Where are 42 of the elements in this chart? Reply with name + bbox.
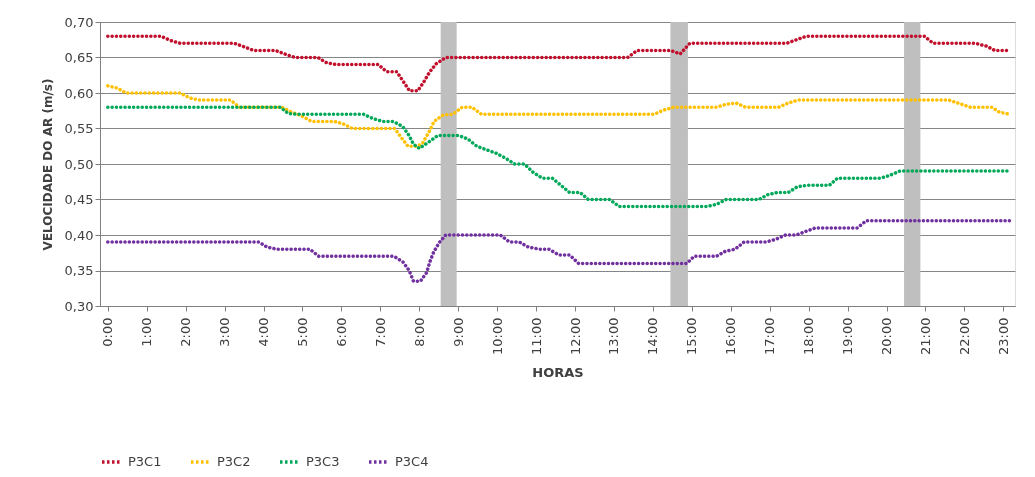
y-tick-label: 0,30 (64, 298, 94, 314)
x-tick-label: 7:00 (372, 317, 388, 347)
x-tick-label: 16:00 (723, 317, 739, 355)
x-tick-label: 4:00 (256, 317, 272, 347)
y-axis-title: VELOCIDADE DO AR (m/s) (40, 78, 55, 251)
x-tick-label: 11:00 (528, 317, 544, 355)
x-tick-label: 9:00 (450, 317, 466, 347)
x-tick-label: 2:00 (178, 317, 194, 347)
y-tick-label: 0,60 (64, 85, 94, 101)
x-tick-label: 18:00 (801, 317, 817, 355)
x-tick-label: 6:00 (333, 317, 349, 347)
x-tick-label: 5:00 (294, 317, 310, 347)
x-tick-label: 1:00 (139, 317, 155, 347)
x-tick-label: 20:00 (879, 317, 895, 355)
x-tick-label: 17:00 (762, 317, 778, 355)
y-tick-label: 0,35 (64, 263, 94, 278)
x-tick-label: 13:00 (606, 317, 622, 355)
line-series (106, 219, 1012, 283)
y-tick-label: 0,65 (64, 50, 94, 65)
legend-label: P3C2 (217, 454, 251, 469)
x-tick-label: 8:00 (411, 317, 427, 347)
legend-label: P3C1 (128, 454, 162, 469)
y-tick-label: 0,40 (64, 227, 94, 243)
x-tick-label: 0:00 (100, 317, 116, 347)
x-tick-label: 12:00 (567, 317, 583, 355)
legend-label: P3C4 (395, 454, 429, 469)
x-tick-label: 21:00 (917, 317, 933, 355)
x-tick-label: 23:00 (995, 317, 1011, 355)
x-tick-label: 10:00 (489, 317, 505, 355)
y-tick-label: 0,55 (64, 121, 94, 136)
x-tick-label: 15:00 (684, 317, 700, 355)
line-series (106, 105, 1012, 209)
y-tick-label: 0,45 (64, 192, 94, 207)
x-tick-label: 3:00 (217, 317, 233, 347)
line-series (106, 84, 1012, 148)
x-tick-label: 19:00 (840, 317, 856, 355)
x-axis-title: HORAS (532, 364, 584, 380)
y-tick-label: 0,70 (64, 14, 94, 30)
y-tick-label: 0,50 (64, 156, 94, 172)
legend-label: P3C3 (306, 454, 340, 469)
x-tick-label: 14:00 (645, 317, 661, 355)
x-tick-label: 22:00 (956, 317, 972, 355)
